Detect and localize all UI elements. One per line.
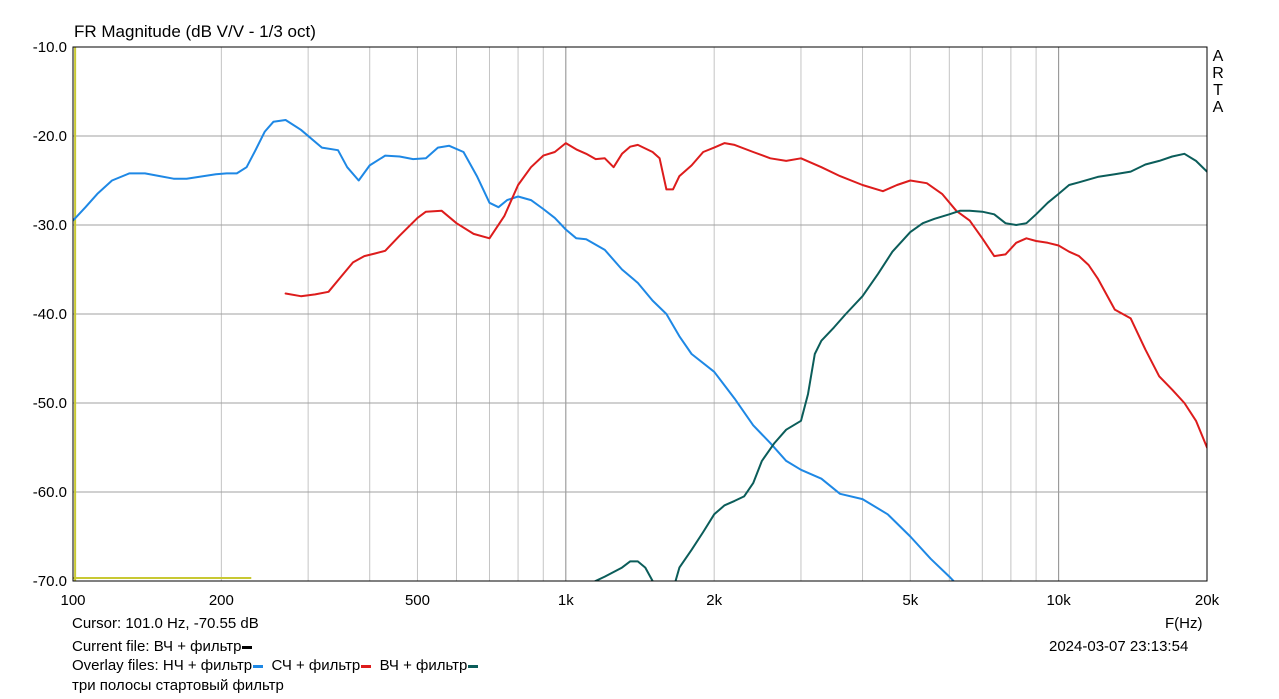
series-line-sch [284,142,1207,449]
y-tick-label: -70.0 [33,573,67,590]
arta-brand-label: A R T A [1211,48,1225,116]
overlay-file-name[interactable]: ВЧ + фильтр [379,657,468,674]
x-tick-label: 100 [60,592,85,609]
y-tick-label: -30.0 [33,217,67,234]
x-axis-unit-label: F(Hz) [1165,615,1203,632]
project-name: три полосы стартовый фильтр [72,677,284,694]
y-tick-label: -20.0 [33,128,67,145]
overlay-file-name[interactable]: НЧ + фильтр [162,657,253,674]
overlay-swatch [253,664,264,668]
series-line-vch [593,152,1207,581]
x-tick-label: 2k [706,592,722,609]
y-tick-label: -10.0 [33,39,67,56]
x-axis-labels: 100 200 500 1k 2k 5k 10k 20k [60,592,1219,609]
overlay-swatch [361,664,372,668]
x-tick-label: 1k [558,592,574,609]
y-tick-label: -60.0 [33,484,67,501]
overlay-files-line: Overlay files: НЧ + фильтр СЧ + фильтр В… [72,657,479,675]
overlay-swatch [468,664,479,668]
current-file-line: Current file: ВЧ + фильтр [72,638,253,656]
y-tick-label: -50.0 [33,395,67,412]
current-file-label: Current file: ВЧ + фильтр [72,638,242,655]
x-tick-label: 500 [405,592,430,609]
x-tick-label: 10k [1047,592,1072,609]
overlay-file-name[interactable]: СЧ + фильтр [271,657,361,674]
brand-letter: T [1213,82,1223,99]
y-axis-labels: -10.0 -20.0 -30.0 -40.0 -50.0 -60.0 -70.0 [33,39,67,590]
plot-area [73,119,1207,581]
x-tick-label: 5k [902,592,918,609]
cursor-markers [73,47,252,581]
brand-letter: R [1212,65,1224,82]
cursor-readout: Cursor: 101.0 Hz, -70.55 dB [72,615,259,632]
timestamp: 2024-03-07 23:13:54 [1049,638,1189,655]
brand-letter: A [1212,99,1224,116]
brand-letter: A [1212,48,1224,65]
plot-frame [72,46,1208,582]
x-tick-label: 200 [209,592,234,609]
x-tick-label: 20k [1195,592,1220,609]
series-line-nch [73,119,955,581]
chart-title: FR Magnitude (dB V/V - 1/3 oct) [74,22,316,41]
overlay-files-label: Overlay files: [72,657,159,674]
current-file-swatch [242,645,253,649]
y-tick-label: -40.0 [33,306,67,323]
